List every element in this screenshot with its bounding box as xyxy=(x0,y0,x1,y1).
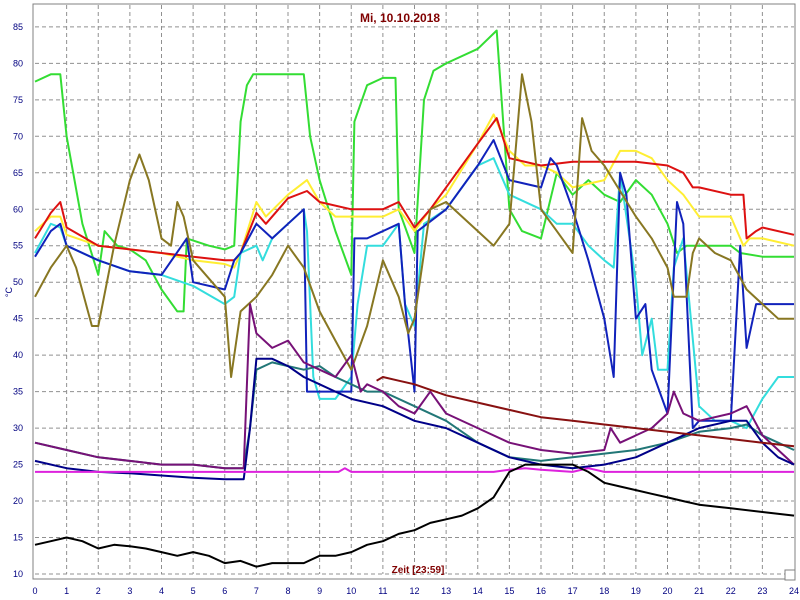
y-tick-label: 10 xyxy=(13,569,23,579)
y-tick-label: 40 xyxy=(13,350,23,360)
x-tick-label: 4 xyxy=(159,586,164,596)
x-tick-label: 9 xyxy=(317,586,322,596)
x-tick-label: 14 xyxy=(473,586,483,596)
y-tick-label: 85 xyxy=(13,22,23,32)
y-tick-label: 65 xyxy=(13,168,23,178)
y-tick-label: 75 xyxy=(13,95,23,105)
x-tick-label: 11 xyxy=(378,586,387,596)
y-tick-label: 70 xyxy=(13,131,23,141)
y-tick-label: 35 xyxy=(13,387,23,397)
x-tick-label: 8 xyxy=(285,586,290,596)
x-tick-label: 6 xyxy=(222,586,227,596)
x-tick-label: 22 xyxy=(726,586,736,596)
y-tick-label: 30 xyxy=(13,423,23,433)
x-tick-label: 2 xyxy=(96,586,101,596)
y-tick-label: 80 xyxy=(13,58,23,68)
y-tick-label: 45 xyxy=(13,314,23,324)
x-tick-label: 21 xyxy=(694,586,704,596)
y-tick-label: 60 xyxy=(13,204,23,214)
y-tick-label: 50 xyxy=(13,277,23,287)
x-tick-label: 23 xyxy=(757,586,767,596)
y-tick-label: 55 xyxy=(13,241,23,251)
y-tick-label: 25 xyxy=(13,460,23,470)
x-tick-label: 20 xyxy=(662,586,672,596)
x-tick-label: 15 xyxy=(504,586,514,596)
x-tick-label: 7 xyxy=(254,586,259,596)
scroll-corner xyxy=(785,570,795,580)
x-tick-label: 10 xyxy=(346,586,356,596)
y-tick-label: 20 xyxy=(13,496,23,506)
x-tick-label: 3 xyxy=(127,586,132,596)
y-axis-label: °C xyxy=(4,286,14,297)
x-tick-label: 16 xyxy=(536,586,546,596)
x-tick-label: 13 xyxy=(441,586,451,596)
x-tick-label: 0 xyxy=(32,586,37,596)
x-axis-label: Zeit [23:59] xyxy=(392,565,445,576)
y-tick-label: 15 xyxy=(13,533,23,543)
x-tick-label: 18 xyxy=(599,586,609,596)
x-tick-label: 24 xyxy=(789,586,799,596)
x-tick-label: 17 xyxy=(568,586,578,596)
x-tick-label: 12 xyxy=(409,586,419,596)
x-tick-label: 1 xyxy=(64,586,69,596)
chart-title: Mi, 10.10.2018 xyxy=(360,11,440,25)
x-tick-label: 19 xyxy=(631,586,641,596)
x-tick-label: 5 xyxy=(191,586,196,596)
